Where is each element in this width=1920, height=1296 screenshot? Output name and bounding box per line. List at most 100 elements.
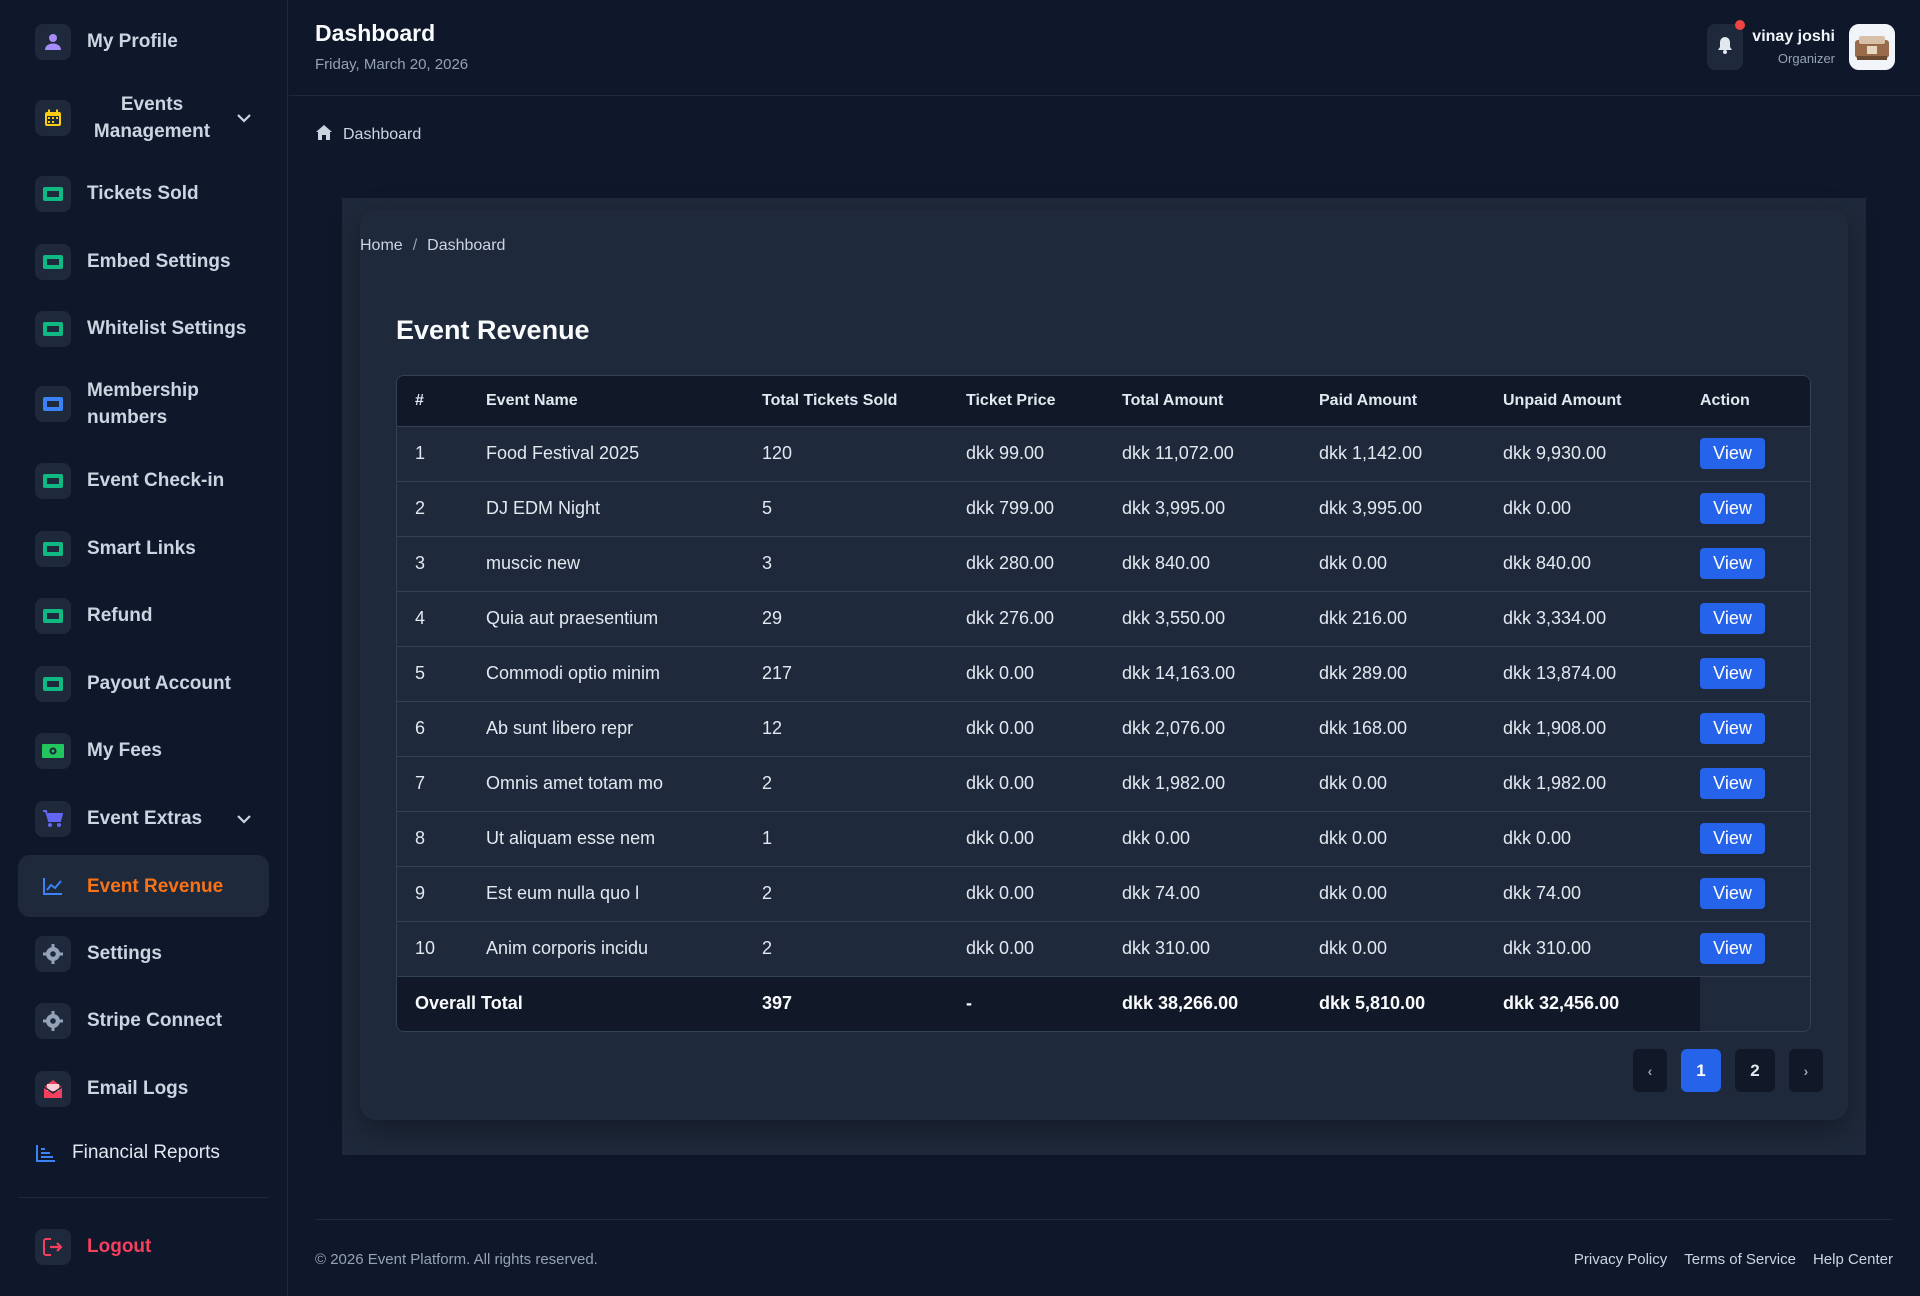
sidebar-item-label: Event Revenue <box>87 875 224 897</box>
section-title: Event Revenue <box>396 315 590 345</box>
sidebar-item-payout-account[interactable]: Payout Account <box>18 661 269 706</box>
ticket-icon <box>35 310 71 347</box>
gear-icon <box>35 935 71 972</box>
sidebar-item-label: Refund <box>87 605 153 626</box>
view-button[interactable]: View <box>1700 548 1765 579</box>
total-ticket-price: - <box>966 976 1122 1031</box>
unpaid-amount: dkk 3,334.00 <box>1503 608 1607 628</box>
sidebar-item-settings[interactable]: Settings <box>18 931 269 976</box>
total-amount: dkk 3,995.00 <box>1122 498 1226 518</box>
event-name: Commodi optio minim <box>486 663 661 683</box>
sidebar-item-embed-settings[interactable]: Embed Settings <box>18 239 269 284</box>
chevron-down-icon <box>237 107 251 129</box>
view-button[interactable]: View <box>1700 768 1765 799</box>
sidebar-item-label: Event Check-in <box>87 470 225 491</box>
column-header: Action <box>1700 391 1750 409</box>
sidebar-item-my-profile[interactable]: My Profile <box>18 19 269 64</box>
sidebar-item-financial-reports[interactable]: Financial Reports <box>18 1130 269 1175</box>
tickets-sold: 5 <box>762 498 773 518</box>
chevron-down-icon <box>237 808 251 830</box>
tickets-sold: 12 <box>762 718 783 738</box>
logout-button[interactable]: Logout <box>18 1224 269 1269</box>
row-number: 1 <box>415 443 426 463</box>
ticket-icon <box>35 243 71 280</box>
unpaid-amount: dkk 1,982.00 <box>1503 773 1607 793</box>
sidebar-item-membership-numbers[interactable]: Membership numbers <box>18 368 269 440</box>
sidebar-item-email-logs[interactable]: Email Logs <box>18 1066 269 1111</box>
sidebar-item-events-management[interactable]: Events Management <box>18 82 269 154</box>
table-row: 6 Ab sunt libero repr 12 dkk 0.00 dkk 2,… <box>397 701 1810 756</box>
notification-badge <box>1735 20 1745 30</box>
view-button[interactable]: View <box>1700 878 1765 909</box>
sidebar-divider <box>18 1197 269 1198</box>
sidebar-item-stripe-connect[interactable]: Stripe Connect <box>18 998 269 1043</box>
unpaid-amount: dkk 310.00 <box>1503 938 1592 958</box>
ticket-icon <box>35 530 71 567</box>
sidebar-item-tickets-sold[interactable]: Tickets Sold <box>18 171 269 216</box>
total-label: Overall Total <box>397 976 762 1031</box>
view-button[interactable]: View <box>1700 933 1765 964</box>
column-header: Ticket Price <box>966 391 1056 409</box>
table-row: 10 Anim corporis incidu 2 dkk 0.00 dkk 3… <box>397 921 1810 976</box>
help-center-link[interactable]: Help Center <box>1812 1251 1893 1268</box>
table-body: 1 Food Festival 2025 120 dkk 99.00 dkk 1… <box>397 426 1810 976</box>
notifications-button[interactable] <box>1707 20 1745 70</box>
ticket-price: dkk 276.00 <box>966 608 1055 628</box>
unpaid-amount: dkk 0.00 <box>1503 828 1572 848</box>
pagination-next[interactable]: › <box>1789 1049 1823 1092</box>
paid-amount: dkk 289.00 <box>1319 663 1408 683</box>
view-button[interactable]: View <box>1700 438 1765 469</box>
pagination-prev[interactable]: ‹ <box>1633 1049 1667 1092</box>
sidebar-item-event-check-in[interactable]: Event Check-in <box>18 458 269 503</box>
event-name: Est eum nulla quo l <box>486 883 640 903</box>
calendar-icon <box>35 100 71 136</box>
footer-links: Privacy Policy Terms of Service Help Cen… <box>1574 1251 1893 1268</box>
header-date: Friday, March 20, 2026 <box>315 56 469 73</box>
sidebar-item-refund[interactable]: Refund <box>18 593 269 638</box>
sidebar-item-my-fees[interactable]: My Fees <box>18 728 269 773</box>
sidebar-item-event-revenue[interactable]: Event Revenue <box>18 855 269 917</box>
ticket-price: dkk 0.00 <box>966 663 1035 683</box>
tickets-sold: 217 <box>762 663 793 683</box>
pagination-page-2[interactable]: 2 <box>1735 1049 1775 1092</box>
sidebar-item-label: Event Extras <box>87 808 203 829</box>
sidebar-item-label: Membership numbers <box>87 380 199 428</box>
page-title: Dashboard <box>315 20 436 46</box>
unpaid-amount: dkk 13,874.00 <box>1503 663 1617 683</box>
column-header: # <box>415 391 424 409</box>
bar-chart-icon <box>32 1135 60 1171</box>
table-row: 8 Ut aliquam esse nem 1 dkk 0.00 dkk 0.0… <box>397 811 1810 866</box>
sidebar-item-smart-links[interactable]: Smart Links <box>18 526 269 571</box>
total-amount: dkk 11,072.00 <box>1122 443 1234 463</box>
table-row: 9 Est eum nulla quo l 2 dkk 0.00 dkk 74.… <box>397 866 1810 921</box>
user-role: Organizer <box>1777 51 1835 66</box>
sidebar-item-event-extras[interactable]: Event Extras <box>18 796 269 841</box>
total-amount: dkk 74.00 <box>1122 883 1201 903</box>
sidebar-item-label: Tickets Sold <box>87 183 199 204</box>
user-name: vinay joshi <box>1752 28 1835 45</box>
sidebar-item-label: Embed Settings <box>87 251 231 272</box>
breadcrumb-top-label[interactable]: Dashboard <box>343 126 422 143</box>
event-name: muscic new <box>486 553 581 573</box>
pagination-page-1[interactable]: 1 <box>1681 1049 1721 1092</box>
row-number: 10 <box>415 938 436 958</box>
row-number: 5 <box>415 663 426 683</box>
paid-amount: dkk 168.00 <box>1319 718 1408 738</box>
table-header-row: # Event Name Total Tickets Sold Ticket P… <box>397 376 1810 426</box>
ticket-price: dkk 0.00 <box>966 938 1035 958</box>
row-number: 6 <box>415 718 426 738</box>
view-button[interactable]: View <box>1700 658 1765 689</box>
breadcrumb: Home / Dashboard <box>360 237 505 255</box>
terms-of-service-link[interactable]: Terms of Service <box>1684 1251 1796 1268</box>
breadcrumb-home[interactable]: Home <box>360 237 403 254</box>
view-button[interactable]: View <box>1700 493 1765 524</box>
view-button[interactable]: View <box>1700 713 1765 744</box>
view-button[interactable]: View <box>1700 603 1765 634</box>
sidebar-item-whitelist-settings[interactable]: Whitelist Settings <box>18 306 269 351</box>
avatar[interactable] <box>1849 24 1895 70</box>
sidebar-item-label: Events Management <box>93 94 211 142</box>
ticket-price: dkk 799.00 <box>966 498 1055 518</box>
total-tickets-sold: 397 <box>762 976 966 1031</box>
view-button[interactable]: View <box>1700 823 1765 854</box>
privacy-policy-link[interactable]: Privacy Policy <box>1573 1251 1668 1268</box>
